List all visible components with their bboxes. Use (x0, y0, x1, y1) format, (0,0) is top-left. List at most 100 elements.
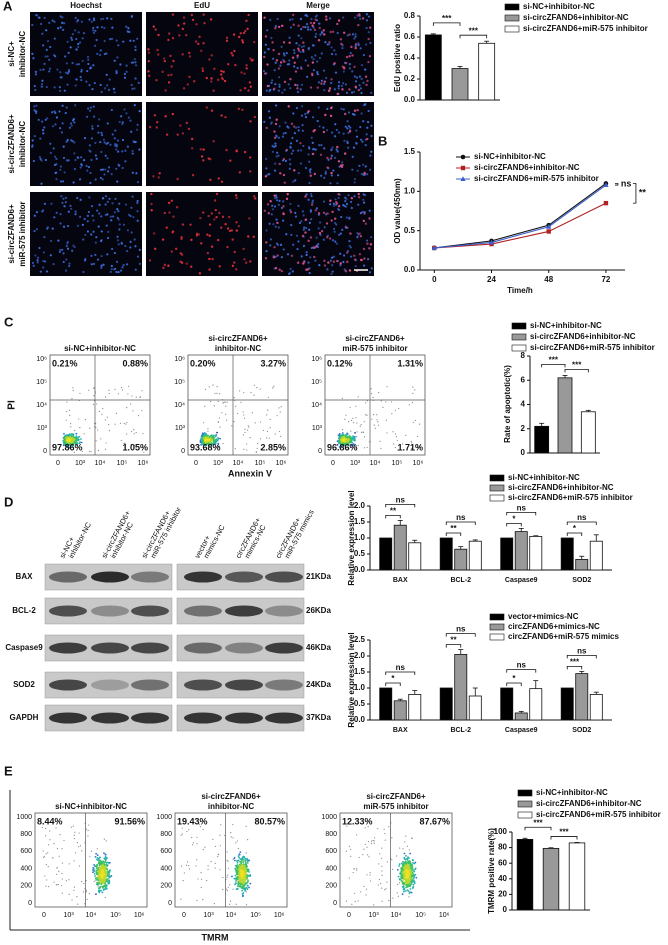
nucleus (100, 215, 103, 218)
flow-event (61, 872, 63, 875)
flow-y-tick: 0 (333, 900, 337, 907)
nucleus (296, 247, 299, 251)
nucleus (131, 152, 134, 155)
nucleus (311, 199, 314, 202)
nucleus (93, 81, 96, 85)
edu-nucleus (249, 85, 252, 88)
flow-event (412, 877, 415, 880)
x-tick-label: BAX (393, 727, 408, 734)
nucleus (127, 116, 131, 119)
flow-event (411, 865, 414, 868)
flow-event (338, 437, 341, 439)
flow-event (59, 834, 61, 836)
edu-nucleus (180, 235, 183, 239)
flow-event (63, 440, 66, 443)
flow-title: miR-575 inhibitor (342, 344, 407, 353)
nucleus (290, 233, 293, 237)
edu-nucleus (357, 23, 360, 27)
edu-nucleus (175, 206, 179, 209)
edu-nucleus (155, 78, 158, 82)
nucleus (42, 259, 45, 263)
flow-event (207, 440, 209, 443)
flow-event (240, 863, 243, 866)
y-tick-label: 1.5 (354, 517, 366, 526)
edu-nucleus (147, 59, 150, 63)
nucleus (326, 107, 329, 111)
flow-event (355, 417, 357, 419)
flow-event (391, 859, 393, 861)
nucleus (90, 233, 93, 236)
flow-event (353, 436, 356, 439)
flow-event (226, 876, 228, 878)
flow-event (386, 432, 388, 434)
edu-nucleus (314, 18, 317, 21)
flow-event (351, 903, 353, 905)
flow-event (219, 834, 221, 836)
edu-nucleus (180, 261, 184, 264)
edu-nucleus (247, 13, 250, 17)
flow-event (234, 882, 237, 885)
nucleus (302, 45, 306, 48)
flow-event (246, 888, 249, 891)
nucleus (349, 51, 352, 55)
flow-event (88, 892, 90, 895)
flow-event (244, 863, 247, 865)
nucleus (81, 37, 84, 40)
nucleus (78, 178, 82, 181)
flow-event (108, 389, 110, 391)
flow-y-tick: 600 (20, 848, 32, 855)
edu-nucleus (185, 33, 188, 37)
nucleus (297, 149, 300, 152)
flow-event (97, 866, 100, 869)
nucleus (116, 216, 119, 220)
flow-event (398, 863, 401, 866)
edu-nucleus (336, 145, 339, 149)
nucleus (133, 87, 136, 90)
edu-nucleus (235, 196, 238, 200)
nucleus (138, 148, 141, 151)
nucleus (57, 27, 60, 30)
edu-nucleus (197, 42, 200, 46)
flow-event (409, 852, 412, 855)
nucleus (363, 103, 367, 106)
edu-nucleus (245, 64, 248, 67)
nucleus (52, 147, 55, 150)
nucleus (354, 265, 357, 268)
flow-event (236, 872, 239, 875)
flow-event (242, 884, 245, 887)
flow-event (72, 825, 74, 827)
edu-nucleus (229, 159, 232, 162)
nucleus (68, 262, 71, 265)
nucleus (34, 73, 38, 76)
flow-event (244, 868, 247, 871)
flow-x-tick: 10⁴ (233, 460, 244, 467)
flow-event (212, 384, 214, 386)
flow-event (195, 865, 197, 867)
nucleus (279, 64, 282, 67)
nucleus (289, 209, 292, 212)
edu-nucleus (208, 234, 211, 237)
nucleus (45, 270, 49, 273)
edu-nucleus (235, 221, 238, 224)
edu-nucleus (215, 192, 219, 196)
flow-event (105, 442, 107, 444)
flow-event (398, 407, 400, 410)
nucleus (307, 25, 310, 29)
flow-event (412, 386, 414, 388)
nucleus (315, 14, 318, 17)
flow-event (369, 874, 371, 876)
nucleus (304, 115, 308, 119)
flow-event (246, 862, 249, 864)
nucleus (63, 89, 66, 92)
edu-nucleus (344, 61, 348, 65)
flow-event (191, 836, 193, 839)
edu-nucleus (290, 122, 294, 126)
nucleus (314, 35, 317, 38)
edu-nucleus (334, 217, 337, 220)
x-tick-label: SOD2 (572, 727, 591, 734)
flow-x-tick: 0 (56, 460, 60, 467)
significance-bracket (506, 523, 522, 527)
band-size: 24KDa (306, 680, 331, 689)
edu-nucleus (264, 35, 268, 38)
flow-title: inhibitor-NC (208, 802, 254, 811)
